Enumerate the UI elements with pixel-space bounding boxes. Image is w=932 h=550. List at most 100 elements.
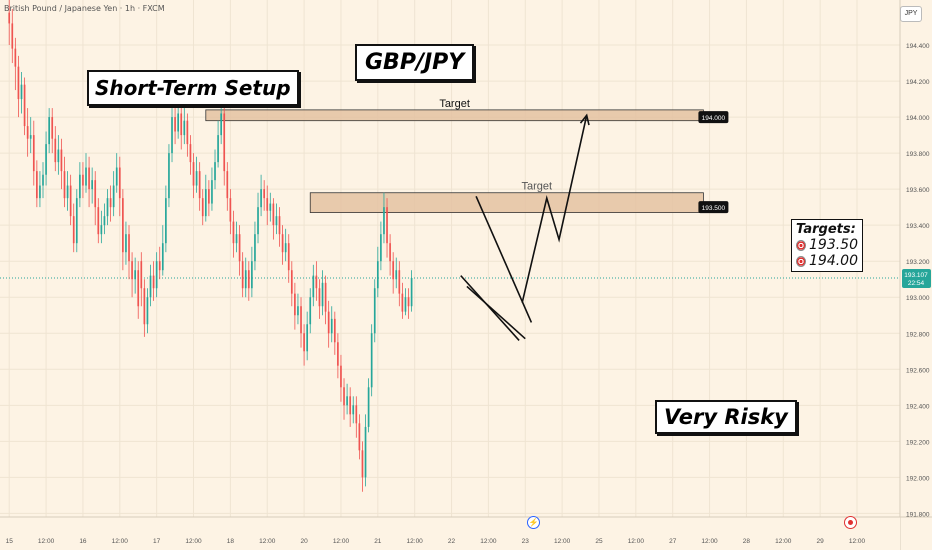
candle xyxy=(238,225,241,276)
candle xyxy=(23,77,26,136)
candle xyxy=(63,156,66,208)
x-tick-label: 21 xyxy=(374,538,382,545)
candle-body xyxy=(82,174,84,186)
candle-body xyxy=(223,113,226,172)
candle xyxy=(125,221,127,265)
x-tick-label: 25 xyxy=(595,538,603,545)
candle-body xyxy=(32,135,35,172)
candle xyxy=(82,162,84,199)
candle-body xyxy=(410,277,413,307)
candle xyxy=(39,171,41,208)
red-dot-icon[interactable] xyxy=(844,516,857,529)
candle xyxy=(290,261,293,307)
candle xyxy=(45,131,47,186)
candle-body xyxy=(211,180,213,204)
candle xyxy=(306,311,309,361)
candle-body xyxy=(373,288,376,334)
y-tick-label: 193.200 xyxy=(906,259,930,266)
candle xyxy=(57,135,60,175)
candle xyxy=(395,257,398,289)
candle xyxy=(211,167,213,211)
candle xyxy=(340,354,342,402)
candle xyxy=(165,185,167,253)
candle xyxy=(337,333,339,379)
candle-body xyxy=(364,426,367,478)
candle-body xyxy=(122,198,124,253)
candle-body xyxy=(29,135,32,139)
x-tick-label: 12:00 xyxy=(259,538,276,545)
candle xyxy=(180,106,183,150)
candle-body xyxy=(171,117,173,154)
x-tick-label: 12:00 xyxy=(775,538,792,545)
candle xyxy=(346,383,348,415)
candle-body xyxy=(23,84,26,127)
candle xyxy=(66,171,69,211)
candle xyxy=(192,153,195,199)
candle-body xyxy=(232,221,235,244)
candle xyxy=(48,108,50,154)
projection-path xyxy=(521,115,588,303)
candle xyxy=(361,441,364,492)
candle-body xyxy=(340,365,342,388)
candle-body xyxy=(168,153,170,199)
candle xyxy=(17,55,20,118)
candle-body xyxy=(220,113,223,136)
lightning-icon[interactable]: ⚡ xyxy=(527,516,540,529)
target-value: 193.50 xyxy=(809,237,858,253)
x-tick-label: 12:00 xyxy=(849,538,866,545)
candle xyxy=(36,160,38,208)
candle-body xyxy=(309,297,312,325)
candle xyxy=(398,261,401,307)
candle-body xyxy=(398,270,401,294)
candle xyxy=(146,288,149,334)
x-tick-label: 17 xyxy=(153,538,161,545)
target-icon xyxy=(796,255,806,267)
candle xyxy=(208,180,210,217)
candle-body xyxy=(26,126,29,139)
candle xyxy=(122,189,124,271)
targets-heading: Targets: xyxy=(796,222,856,237)
currency-button[interactable]: JPY xyxy=(900,6,922,22)
candle-body xyxy=(287,243,290,271)
candle xyxy=(386,198,388,258)
candle-body xyxy=(343,387,345,406)
symbol-header: British Pound / Japanese Yen · 1h · FXCM xyxy=(4,4,165,13)
candle xyxy=(407,288,410,319)
candle-body xyxy=(45,144,47,175)
candle xyxy=(115,153,118,193)
risk-label: Very Risky xyxy=(655,400,797,434)
current-price-tag xyxy=(902,268,931,288)
candle xyxy=(294,282,296,330)
candle-body xyxy=(401,293,404,312)
candle-body xyxy=(85,167,87,186)
y-tick-label: 192.000 xyxy=(906,475,930,482)
candle-body xyxy=(192,162,195,186)
candle-body xyxy=(333,318,336,343)
candle xyxy=(103,203,106,235)
candle xyxy=(112,171,115,217)
candle-body xyxy=(189,144,192,163)
candle xyxy=(60,138,63,190)
candle xyxy=(229,189,232,235)
candle xyxy=(383,192,385,244)
candle-body xyxy=(294,293,296,316)
candle-body xyxy=(327,311,330,334)
candle xyxy=(131,252,133,298)
candle-body xyxy=(386,207,388,244)
candle-body xyxy=(380,234,382,262)
candle-body xyxy=(244,270,247,289)
y-tick-label: 192.400 xyxy=(906,403,930,410)
candle-body xyxy=(217,135,219,163)
candle-body xyxy=(88,167,90,190)
candle-body xyxy=(118,167,121,199)
candle xyxy=(254,221,256,271)
candle xyxy=(32,120,35,186)
candle xyxy=(88,156,90,208)
candle-body xyxy=(158,261,161,271)
candle xyxy=(303,324,305,366)
candle xyxy=(152,261,155,301)
candle-body xyxy=(42,174,44,186)
candle xyxy=(174,108,176,145)
